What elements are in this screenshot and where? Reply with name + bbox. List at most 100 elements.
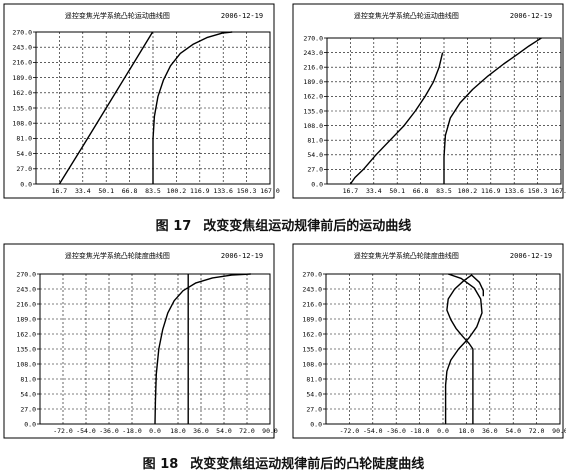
chart-date: 2006-12-19 bbox=[510, 12, 552, 20]
y-tick-label: 270.0 bbox=[302, 270, 322, 278]
y-tick-label: 189.0 bbox=[16, 315, 36, 323]
chart-date: 2006-12-19 bbox=[221, 12, 263, 20]
chart-frame bbox=[292, 3, 564, 199]
series-line-2 bbox=[443, 37, 542, 184]
x-tick-label: -18.0 bbox=[410, 427, 430, 435]
y-tick-label: 270.0 bbox=[303, 34, 323, 42]
y-tick-label: 108.0 bbox=[302, 360, 322, 368]
x-tick-label: 36.0 bbox=[193, 427, 209, 435]
x-tick-label: 18.0 bbox=[459, 427, 475, 435]
caption-text: 改变变焦组运动规律前后的凸轮陡度曲线 bbox=[190, 457, 425, 472]
x-tick-label: 66.8 bbox=[413, 187, 429, 195]
chart-2: 遥控变焦光学系统凸轮运动曲线图 2006-12-19 16.7 33.4 50.1 66.… bbox=[292, 3, 566, 199]
y-tick-label: 243.0 bbox=[302, 285, 322, 293]
x-tick-label: 54.0 bbox=[505, 427, 521, 435]
y-tick-label: 0.0 bbox=[310, 420, 322, 428]
y-tick-label: 162.0 bbox=[12, 89, 32, 97]
y-tick-label: 27.0 bbox=[306, 405, 322, 413]
series-line-1 bbox=[154, 273, 251, 425]
chart-title: 遥控变焦光学系统凸轮运动曲线图 bbox=[65, 11, 170, 20]
y-tick-label: 189.0 bbox=[12, 74, 32, 82]
y-tick-label: 0.0 bbox=[20, 180, 32, 188]
x-tick-label: 16.7 bbox=[343, 187, 359, 195]
y-tick-label: 189.0 bbox=[303, 78, 323, 86]
x-tick-label: 50.1 bbox=[389, 187, 405, 195]
caption-figure-17: 图 17 改变变焦组运动规律前后的运动曲线 bbox=[142, 215, 425, 234]
y-tick-label: 162.0 bbox=[303, 93, 323, 101]
y-tick-label: 243.0 bbox=[303, 49, 323, 57]
chart-frame bbox=[3, 243, 275, 439]
x-tick-label: -36.0 bbox=[99, 427, 119, 435]
x-tick-label: -18.0 bbox=[122, 427, 142, 435]
x-tick-label: 90.0 bbox=[552, 427, 566, 435]
x-tick-label: 90.0 bbox=[262, 427, 278, 435]
y-tick-label: 216.0 bbox=[302, 300, 322, 308]
caption-text: 改变变焦组运动规律前后的运动曲线 bbox=[203, 219, 412, 234]
y-tick-label: 81.0 bbox=[307, 137, 323, 145]
y-tick-label: 243.0 bbox=[12, 44, 32, 52]
chart-1: 遥控变焦光学系统凸轮运动曲线图 2006-12-19 16.7 33.4 50.1 66.… bbox=[3, 3, 280, 199]
y-tick-label: 135.0 bbox=[302, 345, 322, 353]
caption-figure-18: 图 18 改变变焦组运动规律前后的凸轮陡度曲线 bbox=[142, 453, 425, 472]
x-tick-label: 72.0 bbox=[529, 427, 545, 435]
y-tick-label: 81.0 bbox=[16, 135, 32, 143]
y-tick-label: 27.0 bbox=[307, 166, 323, 174]
x-tick-label: 150.3 bbox=[528, 187, 548, 195]
chart-title: 遥控变焦光学系统凸轮运动曲线图 bbox=[354, 11, 459, 20]
x-tick-label: 33.4 bbox=[75, 187, 91, 195]
series-line-2 bbox=[152, 31, 233, 184]
y-tick-label: 54.0 bbox=[306, 390, 322, 398]
x-tick-label: -54.0 bbox=[76, 427, 96, 435]
chart-date: 2006-12-19 bbox=[221, 252, 263, 260]
series-line-1 bbox=[349, 52, 444, 185]
caption-number: 图 18 bbox=[142, 457, 179, 472]
y-tick-label: 27.0 bbox=[16, 165, 32, 173]
x-tick-label: 0.0 bbox=[437, 427, 449, 435]
y-tick-label: 0.0 bbox=[311, 180, 323, 188]
x-tick-label: 18.0 bbox=[170, 427, 186, 435]
x-tick-label: 133.6 bbox=[504, 187, 524, 195]
y-tick-label: 81.0 bbox=[306, 375, 322, 383]
x-tick-label: 36.0 bbox=[482, 427, 498, 435]
series-line-1 bbox=[444, 273, 483, 424]
y-tick-label: 54.0 bbox=[16, 150, 32, 158]
y-tick-label: 270.0 bbox=[16, 270, 36, 278]
y-tick-label: 216.0 bbox=[12, 59, 32, 67]
y-tick-label: 0.0 bbox=[24, 420, 36, 428]
chart-4: 遥控变焦光学系统凸轮陡度曲线图 2006-12-19 -72.0 -54.0 -36.0… bbox=[292, 243, 566, 439]
x-tick-label: 16.7 bbox=[52, 187, 68, 195]
y-tick-label: 54.0 bbox=[307, 151, 323, 159]
y-tick-label: 189.0 bbox=[302, 315, 322, 323]
chart-frame bbox=[3, 3, 275, 199]
x-tick-label: 150.3 bbox=[237, 187, 257, 195]
y-tick-label: 216.0 bbox=[303, 64, 323, 72]
x-tick-label: 133.6 bbox=[213, 187, 233, 195]
y-tick-label: 108.0 bbox=[16, 360, 36, 368]
x-tick-label: 100.2 bbox=[458, 187, 478, 195]
x-tick-label: 116.9 bbox=[481, 187, 501, 195]
y-tick-label: 27.0 bbox=[20, 405, 36, 413]
x-tick-label: 54.0 bbox=[216, 427, 232, 435]
chart-date: 2006-12-19 bbox=[510, 252, 552, 260]
series-line-1 bbox=[58, 31, 154, 185]
x-tick-label: -54.0 bbox=[363, 427, 383, 435]
x-tick-label: 167.0 bbox=[551, 187, 566, 195]
series-line-2 bbox=[446, 274, 484, 424]
y-tick-label: 270.0 bbox=[12, 28, 32, 36]
x-tick-label: 72.0 bbox=[239, 427, 255, 435]
x-tick-label: 66.8 bbox=[122, 187, 138, 195]
x-tick-label: 83.5 bbox=[145, 187, 161, 195]
y-tick-label: 216.0 bbox=[16, 300, 36, 308]
x-tick-label: -72.0 bbox=[53, 427, 73, 435]
chart-3: 遥控变焦光学系统凸轮陡度曲线图 2006-12-19 -72.0 -54.0 -36.0… bbox=[3, 243, 278, 439]
y-tick-label: 108.0 bbox=[12, 120, 32, 128]
y-tick-label: 162.0 bbox=[16, 330, 36, 338]
y-tick-label: 135.0 bbox=[12, 104, 32, 112]
y-tick-label: 135.0 bbox=[303, 107, 323, 115]
y-tick-label: 81.0 bbox=[20, 375, 36, 383]
x-tick-label: 83.5 bbox=[436, 187, 452, 195]
x-tick-label: 167.0 bbox=[260, 187, 280, 195]
y-tick-label: 108.0 bbox=[303, 122, 323, 130]
x-tick-label: -36.0 bbox=[386, 427, 406, 435]
x-tick-label: 50.1 bbox=[98, 187, 114, 195]
